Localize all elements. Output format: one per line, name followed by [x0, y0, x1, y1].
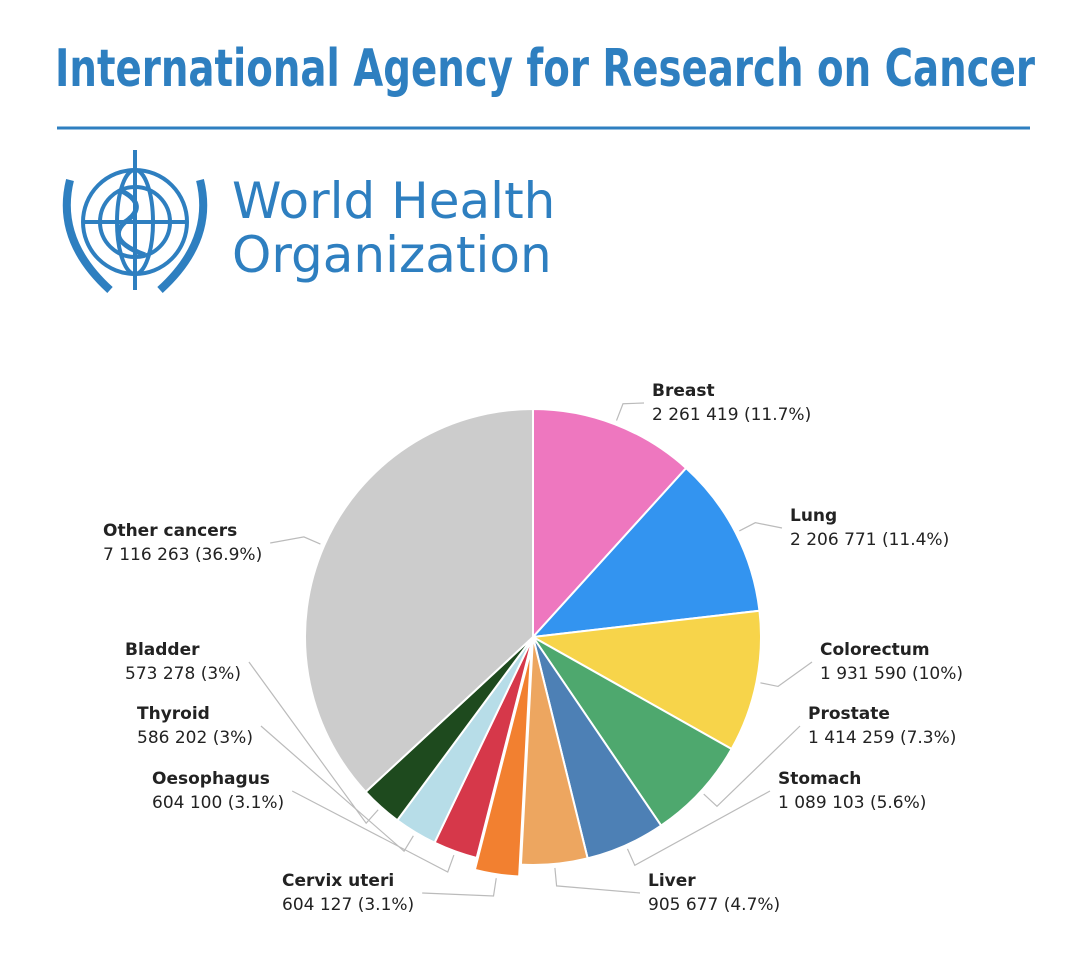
org-name: World Health [232, 172, 555, 230]
category-label: Bladder [125, 640, 200, 660]
slice-label: Oesophagus 604 100 (3.1%) [152, 769, 284, 813]
value-count: 1 414 259 [808, 728, 895, 748]
slice-label: Liver 905 677 (4.7%) [648, 871, 780, 915]
category-label: Lung [790, 506, 837, 526]
value-count: 1 931 590 [820, 664, 907, 684]
leader-line [739, 522, 783, 532]
value-count: 586 202 [137, 728, 207, 748]
slice-label: Bladder 573 278 (3%) [125, 640, 241, 684]
value-label: 604 127 (3.1%) [282, 895, 414, 915]
leader-line [626, 790, 771, 867]
value-percent: (3%) [201, 664, 241, 684]
value-label: 586 202 (3%) [137, 728, 253, 748]
value-label: 2 206 771 (11.4%) [790, 530, 949, 550]
value-percent: (10%) [912, 664, 963, 684]
value-count: 573 278 [125, 664, 195, 684]
pie-slice [304, 407, 534, 794]
category-label: Thyroid [137, 704, 210, 724]
pie-slice [473, 648, 533, 878]
slice-label: Cervix uteri 604 127 (3.1%) [282, 871, 414, 915]
value-percent: (3%) [213, 728, 253, 748]
category-label: Liver [648, 871, 696, 891]
value-percent: (11.4%) [882, 530, 949, 550]
value-label: 905 677 (4.7%) [648, 895, 780, 915]
value-percent: (7.3%) [900, 728, 956, 748]
slice-label: Colorectum 1 931 590 (10%) [820, 640, 963, 684]
pie-slice [529, 609, 762, 751]
leader-line [615, 402, 645, 421]
leader-line [270, 536, 321, 545]
value-count: 2 206 771 [790, 530, 877, 550]
category-label: Prostate [808, 704, 890, 724]
pie-slice [532, 636, 733, 827]
slice-label: Thyroid 586 202 (3%) [137, 704, 253, 748]
category-label: Oesophagus [152, 769, 270, 789]
category-label: Other cancers [103, 521, 237, 541]
value-label: 7 116 263 (36.9%) [103, 545, 262, 565]
category-label: Breast [652, 381, 715, 401]
value-count: 905 677 [648, 895, 718, 915]
pie-slice [519, 636, 589, 866]
org-name: Organization [232, 226, 552, 284]
value-percent: (3.1%) [358, 895, 414, 915]
value-label: 1 089 103 (5.6%) [778, 793, 926, 813]
slice-label: Prostate 1 414 259 (7.3%) [808, 704, 956, 748]
slice-label: Lung 2 206 771 (11.4%) [790, 506, 949, 550]
value-percent: (11.7%) [744, 405, 811, 425]
leader-line [422, 878, 497, 897]
pie-slice [532, 407, 688, 640]
slice-label: Other cancers 7 116 263 (36.9%) [103, 521, 262, 565]
pie-chart: Breast 2 261 419 (11.7%) Lung 2 206 771 (11… [103, 381, 963, 915]
leader-line [760, 661, 813, 688]
header-title: International Agency for Research on Can… [55, 39, 1035, 99]
value-label: 1 414 259 (7.3%) [808, 728, 956, 748]
value-percent: (5.6%) [870, 793, 926, 813]
value-percent: (3.1%) [228, 793, 284, 813]
value-count: 604 100 [152, 793, 222, 813]
value-count: 604 127 [282, 895, 352, 915]
value-count: 7 116 263 [103, 545, 190, 565]
value-label: 1 931 590 (10%) [820, 664, 963, 684]
value-label: 2 261 419 (11.7%) [652, 405, 811, 425]
value-percent: (4.7%) [724, 895, 780, 915]
who-logo [62, 150, 208, 293]
leader-line [291, 790, 455, 873]
value-count: 2 261 419 [652, 405, 739, 425]
slice-label: Breast 2 261 419 (11.7%) [652, 381, 811, 425]
category-label: Stomach [778, 769, 861, 789]
leader-line [703, 725, 801, 808]
leader-line [248, 661, 379, 825]
category-label: Cervix uteri [282, 871, 394, 891]
leader-line [260, 725, 414, 853]
value-percent: (36.9%) [195, 545, 262, 565]
value-label: 604 100 (3.1%) [152, 793, 284, 813]
leader-line [554, 867, 641, 894]
category-label: Colorectum [820, 640, 930, 660]
pie-slice [530, 466, 761, 639]
value-label: 573 278 (3%) [125, 664, 241, 684]
value-count: 1 089 103 [778, 793, 865, 813]
slice-label: Stomach 1 089 103 (5.6%) [778, 769, 926, 813]
